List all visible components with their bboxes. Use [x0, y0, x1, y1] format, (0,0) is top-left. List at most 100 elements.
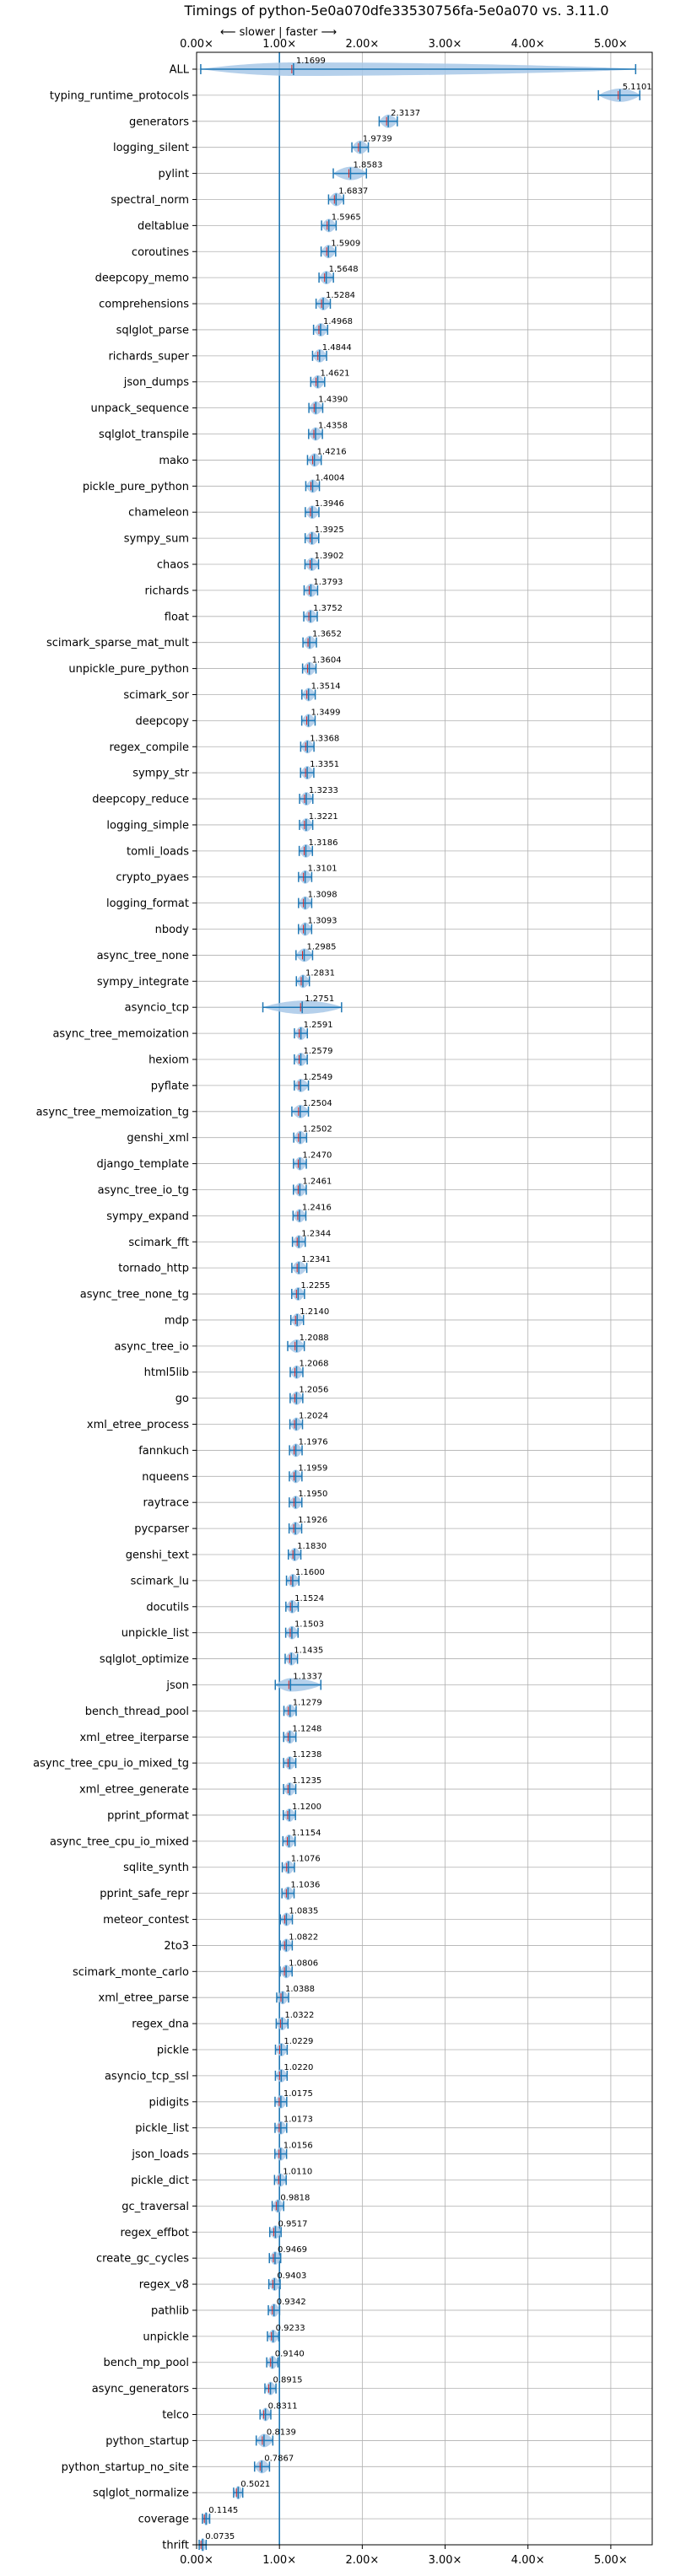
- value-label: 1.1200: [292, 1803, 321, 1812]
- value-label: 1.0220: [284, 2063, 313, 2072]
- x-tick-label-top: 4.00×: [511, 38, 545, 51]
- value-label: 0.0735: [205, 2532, 235, 2541]
- category-label: fannkuch: [138, 1445, 189, 1458]
- category-label: logging_format: [106, 897, 189, 910]
- grid-layer: [192, 52, 652, 2549]
- value-label: 1.3752: [313, 604, 343, 613]
- value-label: 1.2068: [299, 1360, 328, 1369]
- value-label: 1.3499: [311, 708, 341, 717]
- value-label: 2.3137: [391, 109, 420, 118]
- x-tick-label-top: 3.00×: [429, 38, 462, 51]
- value-label: 1.4621: [321, 369, 350, 379]
- value-label: 1.4844: [322, 343, 352, 353]
- value-label: 1.0110: [283, 2167, 312, 2176]
- category-label: coverage: [138, 2514, 189, 2526]
- value-label: 1.1036: [290, 1881, 320, 1890]
- category-label: html5lib: [144, 1366, 189, 1379]
- category-label: logging_silent: [113, 142, 189, 154]
- plot-frame: [196, 51, 653, 2546]
- category-label: sqlite_synth: [123, 1862, 189, 1874]
- category-label: json_dumps: [123, 376, 189, 389]
- value-label: 0.8139: [267, 2428, 296, 2437]
- value-label: 1.3368: [310, 734, 339, 743]
- category-label: json: [165, 1679, 189, 1692]
- category-label: nbody: [155, 924, 190, 936]
- value-label: 1.1976: [299, 1437, 328, 1447]
- category-label: pidigits: [149, 2096, 190, 2109]
- value-label: 1.1959: [298, 1463, 327, 1473]
- category-label: async_tree_io_tg: [98, 1184, 189, 1197]
- value-label: 1.5284: [326, 291, 355, 300]
- value-label: 0.9469: [278, 2245, 307, 2255]
- value-label: 1.0175: [284, 2089, 313, 2099]
- category-label: unpickle_list: [122, 1627, 189, 1640]
- x-tick-label-bottom: 3.00×: [429, 2554, 462, 2567]
- category-label: nqueens: [142, 1471, 189, 1484]
- category-label: sympy_expand: [106, 1210, 189, 1223]
- category-label: async_generators: [92, 2383, 190, 2395]
- category-label: 2to3: [164, 1940, 189, 1953]
- value-label: 1.0229: [284, 2037, 313, 2046]
- value-label: 1.1926: [298, 1516, 327, 1525]
- category-label: float: [165, 611, 189, 623]
- category-label: tornado_http: [118, 1263, 189, 1275]
- x-tick-label-bottom: 1.00×: [262, 2554, 296, 2567]
- category-label: thrift: [162, 2540, 189, 2552]
- category-label: sqlglot_transpile: [99, 428, 189, 441]
- category-label: create_gc_cycles: [96, 2253, 189, 2266]
- value-label: 1.3233: [309, 786, 338, 795]
- category-label: docutils: [146, 1601, 189, 1614]
- category-label: pycparser: [134, 1523, 189, 1536]
- value-label: 0.9342: [277, 2298, 306, 2307]
- value-label: 1.4004: [315, 473, 344, 482]
- category-label: deltablue: [138, 220, 189, 233]
- x-tick-label-bottom: 5.00×: [594, 2554, 628, 2567]
- value-label: 1.1600: [295, 1568, 325, 1577]
- category-label: xml_etree_process: [87, 1419, 189, 1431]
- value-label: 1.0388: [285, 1985, 315, 1994]
- category-label: chameleon: [128, 507, 189, 520]
- x-tick-label-top: 1.00×: [262, 38, 296, 51]
- direction-annotation: ⟵ slower | faster ⟶: [220, 26, 337, 39]
- value-label: 0.1145: [208, 2506, 238, 2515]
- value-label: 1.2344: [301, 1229, 331, 1238]
- value-label: 1.2549: [303, 1073, 332, 1082]
- value-label: 1.2831: [305, 968, 335, 978]
- value-label: 1.0835: [289, 1907, 318, 1916]
- category-label: genshi_text: [126, 1549, 189, 1562]
- value-label: 1.1950: [298, 1490, 327, 1499]
- value-label: 1.2751: [305, 994, 334, 1004]
- x-tick-label-top: 5.00×: [594, 38, 628, 51]
- category-label: unpack_sequence: [90, 402, 189, 415]
- value-label: 1.3652: [312, 630, 342, 639]
- value-label: 1.5648: [329, 265, 359, 274]
- value-label: 0.9233: [276, 2324, 305, 2333]
- value-label: 1.1248: [292, 1724, 321, 1733]
- value-label: 0.8915: [273, 2376, 303, 2385]
- category-label: regex_dna: [132, 2018, 189, 2031]
- category-label: sympy_str: [132, 768, 189, 780]
- value-label: 1.2470: [302, 1151, 332, 1161]
- category-label: pprint_safe_repr: [100, 1888, 189, 1900]
- value-label: 1.5965: [332, 213, 361, 222]
- category-label: richards_super: [108, 350, 189, 363]
- value-label: 1.1076: [291, 1855, 321, 1864]
- x-tick-label-top: 2.00×: [345, 38, 379, 51]
- value-label: 1.2504: [303, 1099, 332, 1108]
- category-label: tomli_loads: [127, 845, 189, 858]
- value-label: 0.7867: [264, 2454, 294, 2463]
- value-label: 0.9818: [280, 2193, 310, 2202]
- category-label: asyncio_tcp: [125, 1002, 189, 1015]
- value-label: 1.0322: [284, 2011, 314, 2020]
- category-label: json_loads: [131, 2148, 189, 2161]
- category-label: sympy_sum: [124, 533, 189, 546]
- value-label: 1.3098: [308, 891, 338, 900]
- category-label: scimark_sor: [123, 689, 189, 702]
- category-label: pprint_pformat: [107, 1809, 189, 1822]
- category-label: crypto_pyaes: [116, 871, 189, 884]
- x-tick-label-bottom: 4.00×: [511, 2554, 545, 2567]
- value-label: 1.2255: [300, 1281, 330, 1291]
- category-label: spectral_norm: [111, 194, 189, 207]
